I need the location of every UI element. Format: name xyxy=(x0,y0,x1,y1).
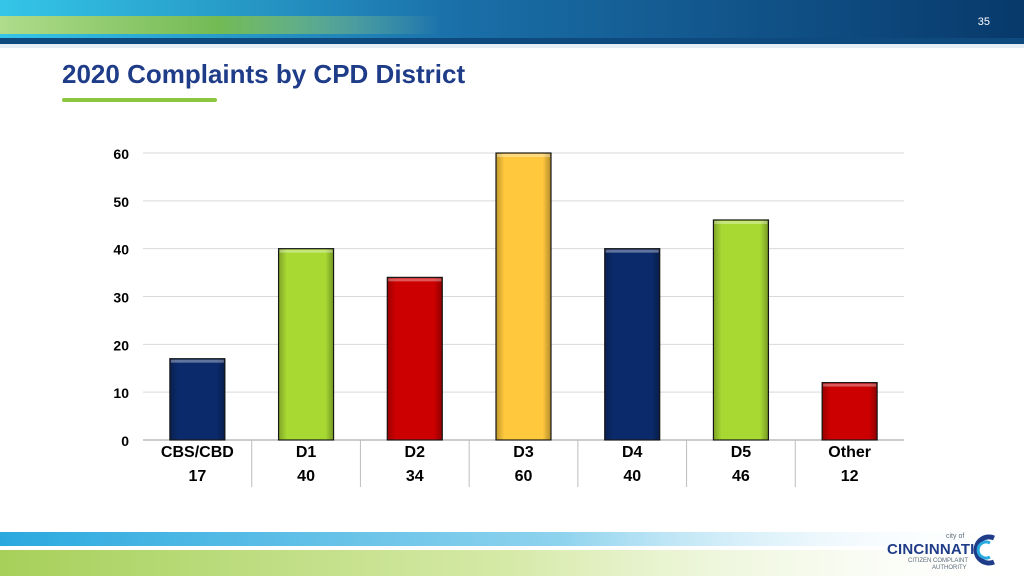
bar-highlight xyxy=(388,278,442,282)
y-tick-label: 0 xyxy=(121,433,129,449)
data-table-value: 34 xyxy=(406,468,424,485)
y-tick-label: 20 xyxy=(113,337,129,353)
bar-shading xyxy=(822,382,878,440)
bar-shading xyxy=(278,248,334,440)
x-tick-label: D2 xyxy=(405,444,426,461)
header-band xyxy=(0,0,1024,48)
bar-highlight xyxy=(823,383,877,387)
y-tick-label: 30 xyxy=(113,290,129,306)
bar-shading xyxy=(496,153,551,440)
bar-shading xyxy=(604,248,660,440)
bar-highlight xyxy=(714,220,768,224)
bar-shading xyxy=(713,219,769,440)
bar-shading xyxy=(169,358,225,440)
data-table-value: 40 xyxy=(297,468,315,485)
footer-band xyxy=(0,532,1024,576)
bar-highlight xyxy=(279,249,333,253)
logo-name: CINCINNATI xyxy=(887,541,975,558)
cincinnati-logo xyxy=(884,526,1004,572)
data-table-value: 12 xyxy=(841,468,859,485)
slide-title: 2020 Complaints by CPD District xyxy=(62,59,466,89)
x-tick-label: D1 xyxy=(296,444,317,461)
data-table-value: 46 xyxy=(732,468,750,485)
y-tick-label: 50 xyxy=(113,194,129,210)
logo-city-of: city of xyxy=(946,533,965,540)
x-tick-label: D4 xyxy=(622,444,643,461)
logo-subtitle-2: AUTHORITY xyxy=(932,565,967,571)
cincinnati-c-icon xyxy=(973,534,995,566)
y-tick-label: 60 xyxy=(113,146,129,162)
page-number: 35 xyxy=(977,16,990,28)
logo-subtitle-1: CITIZEN COMPLAINT xyxy=(908,558,969,564)
y-tick-label: 40 xyxy=(113,242,129,258)
data-table-value: 17 xyxy=(188,468,206,485)
bar-highlight xyxy=(170,359,224,363)
x-tick-label: CBS/CBD xyxy=(161,444,234,461)
x-tick-label: Other xyxy=(828,444,871,461)
data-table-value: 40 xyxy=(623,468,641,485)
bar-highlight xyxy=(497,154,550,157)
x-tick-label: D5 xyxy=(731,444,752,461)
bar-highlight xyxy=(605,249,659,253)
y-tick-label: 10 xyxy=(113,385,129,401)
title-underline xyxy=(62,98,217,102)
data-table-value: 60 xyxy=(515,468,533,485)
bar-shading xyxy=(387,277,443,440)
x-tick-label: D3 xyxy=(513,444,534,461)
